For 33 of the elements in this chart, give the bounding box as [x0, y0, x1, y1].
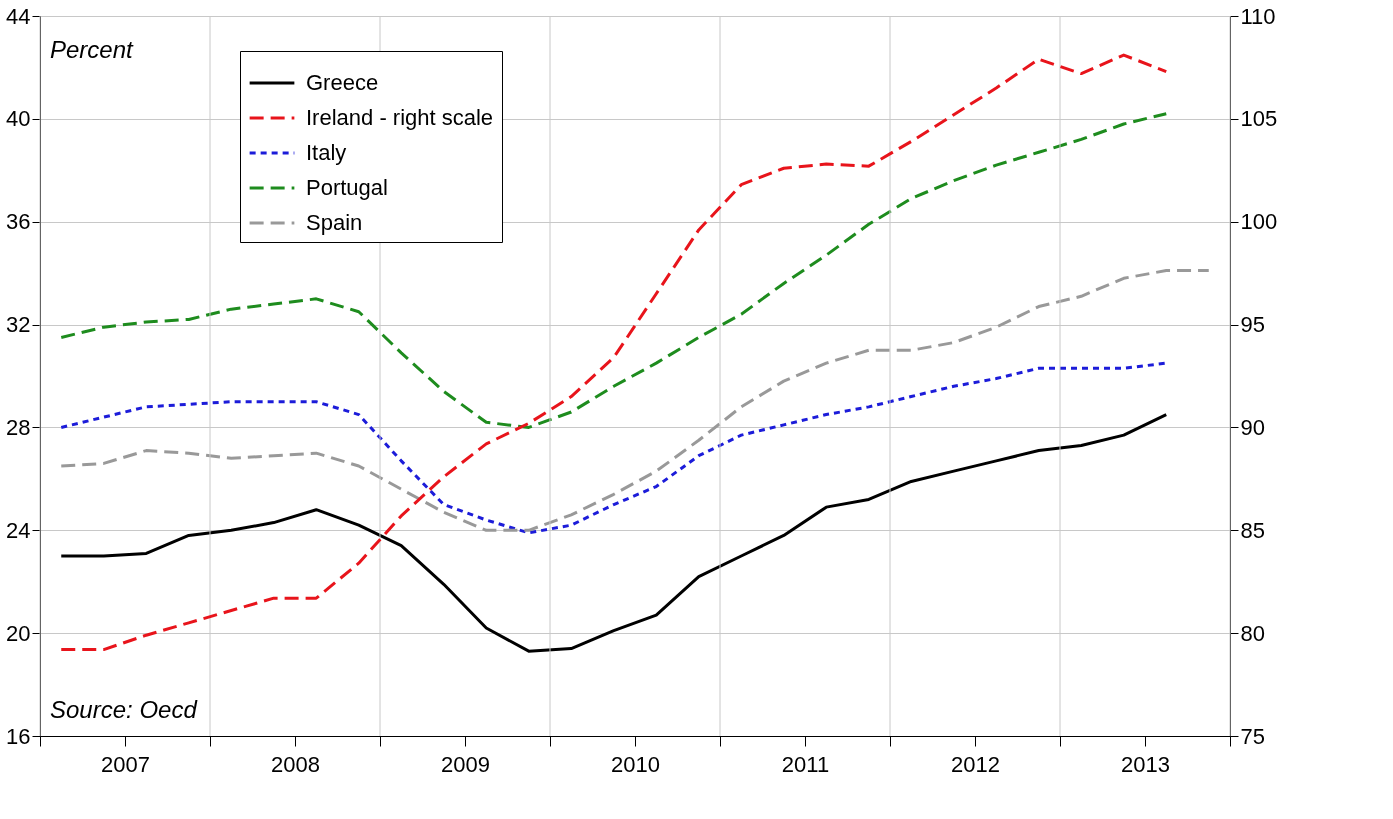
y-tick-label: 32 [6, 312, 31, 338]
y2-tick-label: 90 [1240, 414, 1265, 440]
line-series [59, 413, 1168, 653]
x-tick-label: 2011 [781, 751, 830, 777]
legend-label: Italy [306, 140, 347, 165]
y2-tick-label: 100 [1240, 209, 1278, 235]
y-tick-label: 40 [6, 106, 31, 132]
y2-tick-label: 80 [1240, 620, 1265, 646]
x-tick-label: 2008 [271, 751, 320, 777]
legend-label: Spain [306, 210, 363, 235]
x-tick-label: 2013 [1121, 751, 1170, 777]
y2-tick-label: 75 [1240, 723, 1265, 749]
y-tick-label: 44 [6, 3, 31, 29]
x-tick-label: 2010 [611, 751, 660, 777]
y2-tick-label: 110 [1240, 3, 1276, 29]
y2-tick-label: 85 [1240, 517, 1265, 543]
y-tick-label: 24 [6, 517, 31, 543]
y2-tick-label: 95 [1240, 312, 1265, 338]
x-tick-label: 2012 [951, 751, 1000, 777]
line-series [59, 269, 1211, 532]
y-tick-label: 16 [6, 723, 31, 749]
x-tick-label: 2007 [101, 751, 150, 777]
legend-label: Portugal [306, 175, 388, 200]
legend-label: Ireland - right scale [306, 105, 494, 130]
y-tick-label: 36 [6, 209, 31, 235]
y2-tick-label: 105 [1240, 106, 1278, 132]
x-tick-label: 2009 [441, 751, 490, 777]
annotation: Source: Oecd [50, 696, 198, 723]
line-series [59, 361, 1168, 535]
annotation: Percent [50, 36, 135, 63]
y-tick-label: 28 [6, 414, 31, 440]
legend-label: Greece [306, 70, 379, 95]
y-tick-label: 20 [6, 620, 31, 646]
